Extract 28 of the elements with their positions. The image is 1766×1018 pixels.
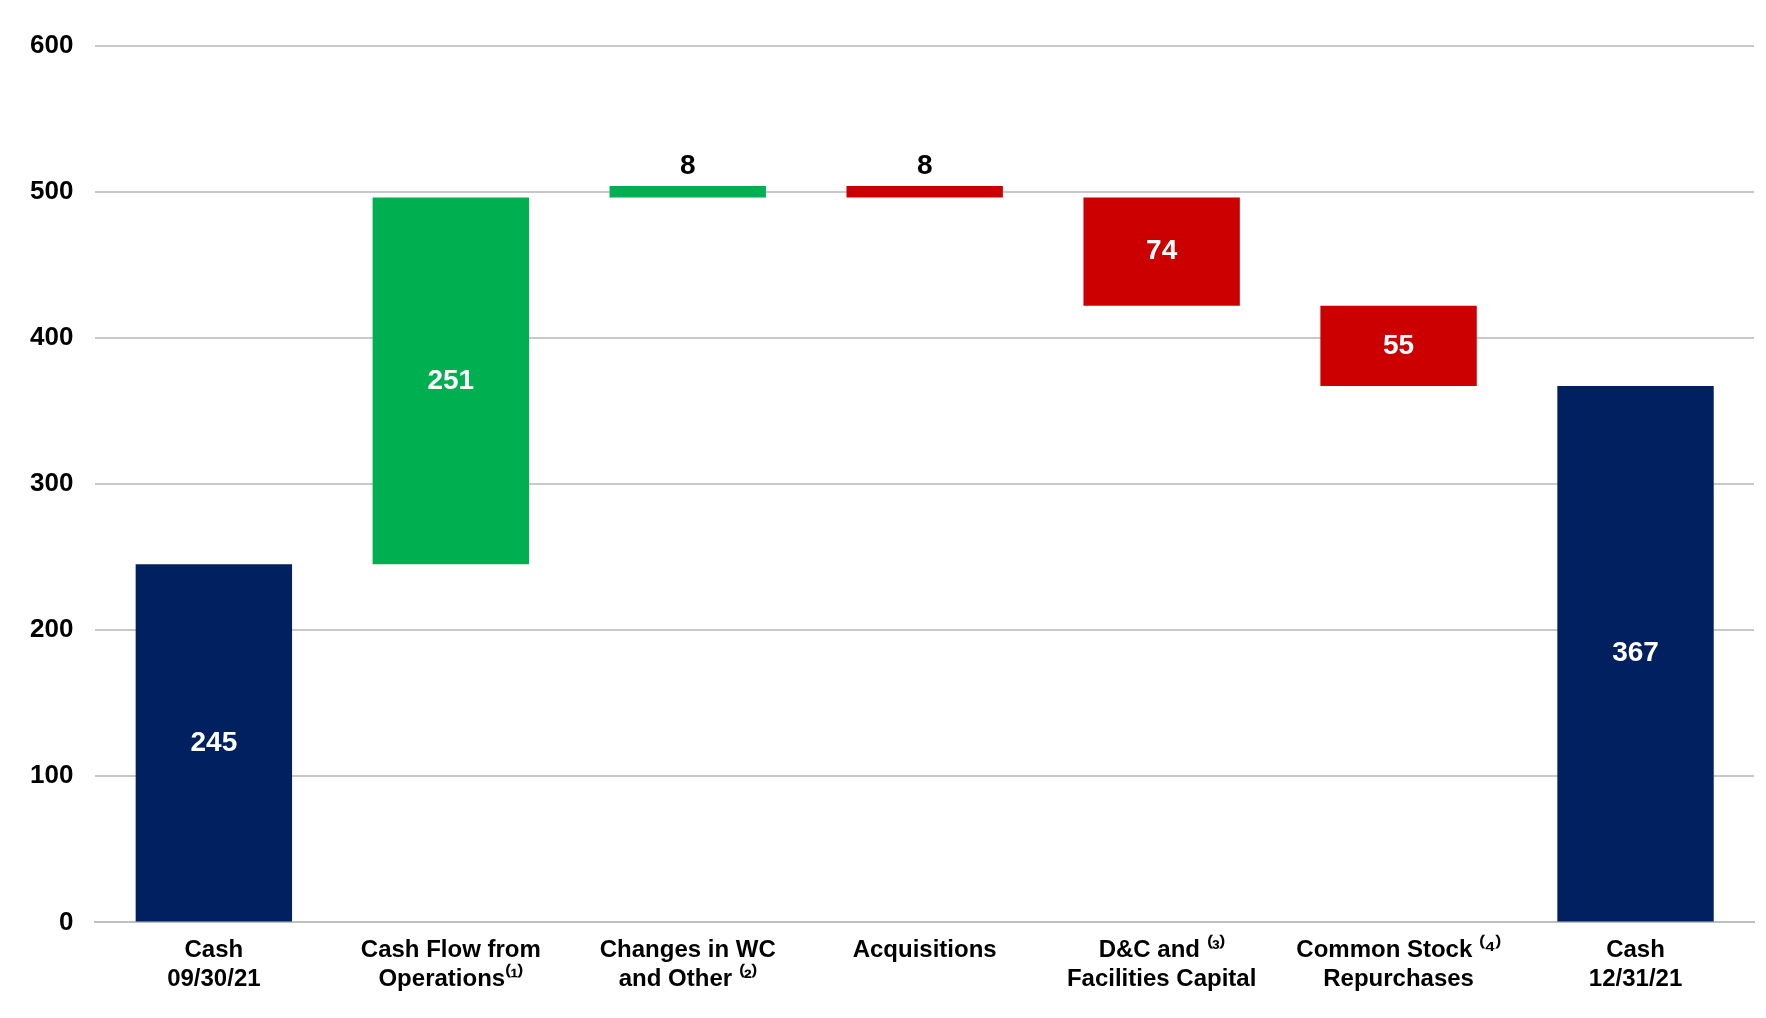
y-tick-label: 300 (29, 467, 74, 498)
bar (846, 185, 1003, 198)
data-label: 74 (1146, 234, 1178, 266)
bar (1557, 386, 1714, 922)
bar (1320, 305, 1477, 387)
y-tick-label: 200 (29, 613, 74, 644)
y-tick-label: 600 (29, 28, 74, 59)
x-tick-label: D&C and ⁽³⁾ Facilities Capital (1066, 934, 1257, 992)
data-label: 55 (1383, 328, 1415, 360)
data-label: 251 (427, 363, 475, 395)
x-tick-label: Acquisitions (852, 935, 997, 963)
bar (372, 197, 529, 565)
bar (609, 185, 766, 198)
x-tick-label: Cash Flow from Operations⁽¹⁾ (360, 935, 541, 992)
data-label: 367 (1612, 636, 1659, 668)
data-label: 8 (679, 148, 696, 180)
x-tick-label: Common Stock ⁽⁴⁾ Repurchases (1296, 934, 1501, 992)
y-tick-label: 0 (58, 905, 74, 936)
x-tick-label: Cash 12/31/21 (1588, 935, 1683, 992)
data-label: 245 (190, 725, 238, 757)
bar (135, 564, 293, 922)
x-tick-label: Changes in WC and Other ⁽²⁾ (599, 935, 776, 992)
y-tick-label: 500 (29, 174, 74, 205)
data-label: 8 (916, 148, 933, 180)
bar (1083, 197, 1240, 306)
y-tick-label: 100 (29, 759, 74, 790)
y-tick-label: 400 (29, 321, 74, 352)
x-tick-label: Cash 09/30/21 (167, 935, 261, 992)
